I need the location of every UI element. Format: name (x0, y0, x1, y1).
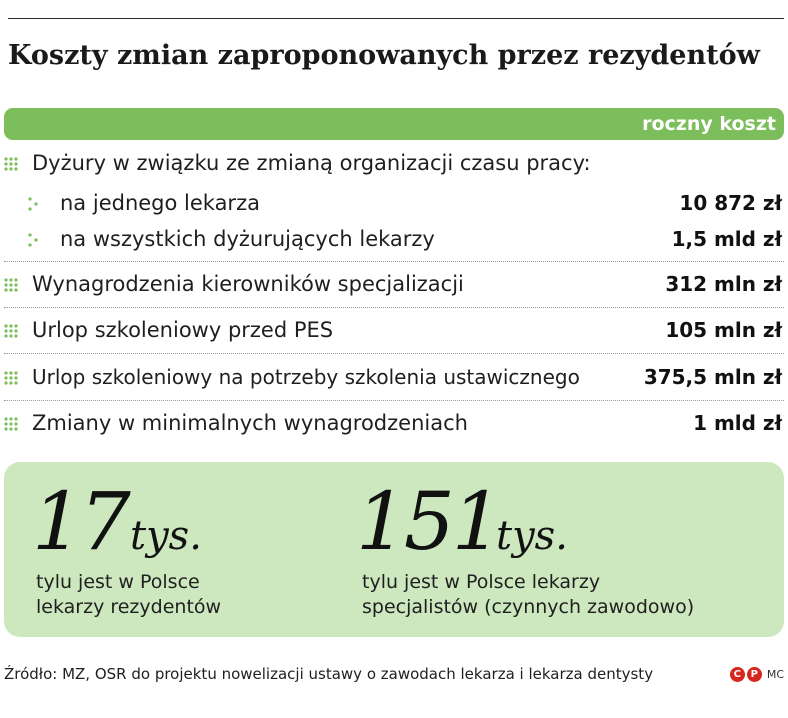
row-value: 375,5 mln zł (643, 365, 782, 389)
row-label: na jednego lekarza (60, 191, 260, 215)
dot-grid-bullet-icon (4, 157, 18, 171)
cost-row-per-doctor: na jednego lekarza 10 872 zł (4, 185, 784, 222)
publisher-logos: C P MC (729, 664, 784, 684)
copyright-c-icon: C (729, 666, 745, 682)
stats-box: 17 tys. tylu jest w Polsce lekarzy rezyd… (4, 462, 784, 637)
source-note: Źródło: MZ, OSR do projektu nowelizacji … (4, 665, 654, 683)
specialists-caption-line2: specjalistów (czynnych zawodowo) (362, 596, 695, 618)
dot-grid-bullet-icon (4, 371, 18, 385)
row-value: 312 mln zł (665, 272, 782, 296)
row-separator (4, 400, 784, 401)
residents-count-unit: tys. (130, 513, 202, 559)
dot-grid-bullet-icon (4, 417, 18, 431)
row-label: Urlop szkoleniowy przed PES (32, 318, 334, 342)
cost-row-specialization-heads: Wynagrodzenia kierowników specjalizacji … (4, 266, 784, 303)
cost-header-bar: roczny koszt (4, 108, 784, 140)
row-value: 105 mln zł (665, 318, 782, 342)
residents-caption-line1: tylu jest w Polsce (36, 571, 200, 593)
dot-grid-bullet-icon (4, 324, 18, 338)
row-value: 10 872 zł (679, 191, 782, 215)
row-label: Urlop szkoleniowy na potrzeby szkolenia … (32, 365, 580, 389)
dot-grid-bullet-icon (4, 278, 18, 292)
annual-cost-label: roczny koszt (642, 113, 776, 135)
specialists-caption-line1: tylu jest w Polsce lekarzy (362, 571, 601, 593)
triangle-dot-bullet-icon (28, 197, 38, 211)
row-label: Zmiany w minimalnych wynagrodzeniach (32, 411, 468, 435)
cost-row-minimum-wages: Zmiany w minimalnych wynagrodzeniach 1 m… (4, 405, 784, 442)
row-label: Dyżury w związku ze zmianą organizacji c… (32, 151, 591, 175)
top-rule (8, 18, 784, 19)
specialists-caption: tylu jest w Polsce lekarzy specjalistów … (362, 570, 694, 620)
cost-row-duty-hours: Dyżury w związku ze zmianą organizacji c… (4, 145, 784, 182)
row-separator (4, 353, 784, 354)
residents-count-number: 17 (32, 475, 131, 568)
row-label: Wynagrodzenia kierowników specjalizacji (32, 272, 464, 296)
cost-row-all-duty-doctors: na wszystkich dyżurujących lekarzy 1,5 m… (4, 221, 784, 258)
page-title: Koszty zmian zaproponowanych przez rezyd… (8, 40, 760, 71)
residents-caption: tylu jest w Polsce lekarzy rezydentów (36, 570, 221, 620)
author-initials: MC (766, 667, 784, 681)
specialists-count-unit: tys. (496, 513, 568, 559)
cost-row-continuing-education-leave: Urlop szkoleniowy na potrzeby szkolenia … (4, 359, 784, 396)
specialists-count-number: 151 (356, 475, 503, 568)
residents-caption-line2: lekarzy rezydentów (36, 596, 222, 618)
cost-row-training-leave-pes: Urlop szkoleniowy przed PES 105 mln zł (4, 312, 784, 349)
row-value: 1 mld zł (693, 411, 782, 435)
row-separator (4, 307, 784, 308)
row-value: 1,5 mld zł (671, 227, 782, 251)
row-separator (4, 261, 784, 262)
row-label: na wszystkich dyżurujących lekarzy (60, 227, 435, 251)
triangle-dot-bullet-icon (28, 233, 38, 247)
copyright-p-icon: P (746, 666, 762, 682)
